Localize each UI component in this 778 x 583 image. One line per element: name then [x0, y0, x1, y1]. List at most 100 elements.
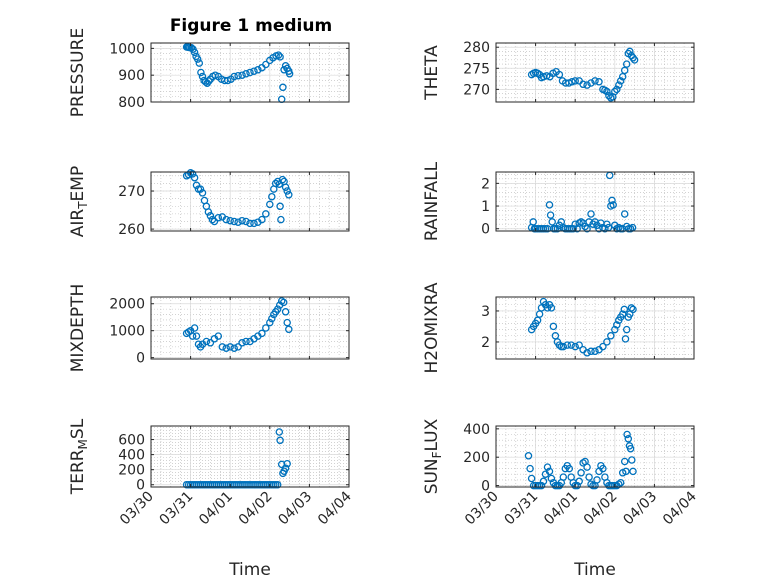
data-point — [609, 201, 617, 209]
data-point — [620, 305, 629, 314]
data-point — [546, 211, 555, 219]
data-point — [549, 322, 558, 331]
data-point — [281, 464, 290, 472]
y-axis-label: MIXDEPTH — [68, 284, 88, 373]
data-point — [262, 60, 270, 69]
y-axis-label: SUNFLUX — [422, 418, 444, 494]
data-point — [234, 218, 242, 226]
data-point — [545, 201, 554, 209]
data-point — [628, 456, 636, 464]
data-point — [567, 341, 575, 349]
data-point — [274, 51, 283, 59]
data-point — [234, 71, 242, 80]
data-point — [623, 430, 631, 439]
data-point — [190, 324, 199, 332]
data-point — [571, 77, 579, 85]
data-point — [622, 467, 630, 476]
data-point — [585, 473, 593, 481]
data-point — [547, 474, 556, 483]
data-point — [591, 77, 599, 85]
ytick-label: 1 — [481, 199, 490, 215]
y-axis-label-main: RAINFALL — [422, 161, 442, 241]
data-point — [569, 224, 577, 233]
ytick-label: 270 — [463, 82, 490, 98]
data-point — [222, 344, 230, 352]
ytick-label: 260 — [118, 222, 145, 238]
panel-air-temp: 260 270 AIRTEMP — [68, 166, 350, 238]
y-axis-label-main: AIR — [68, 209, 88, 238]
data-point — [587, 79, 595, 87]
ytick-label: 2 — [481, 335, 490, 351]
data-point — [543, 463, 552, 471]
ytick-label: 3 — [481, 304, 490, 320]
data-point — [210, 217, 219, 226]
data-point — [281, 308, 290, 316]
data-point — [615, 81, 623, 89]
y-axis-label: H2OMIXRA — [422, 282, 442, 373]
data-point — [242, 70, 250, 78]
data-point — [222, 215, 230, 224]
panel-rainfall: 0 1 2 RAINFALL — [422, 161, 695, 241]
data-point — [629, 467, 637, 476]
data-point — [621, 335, 630, 343]
data-point — [285, 325, 293, 334]
data-point — [276, 53, 284, 61]
data-point — [258, 329, 266, 338]
data-point — [271, 179, 280, 188]
data-point — [611, 325, 619, 334]
data-point — [238, 71, 246, 79]
data-point — [198, 189, 207, 197]
data-point — [268, 192, 276, 201]
ytick-label: 1000 — [109, 324, 145, 340]
data-point — [524, 452, 533, 460]
ytick-label: 0 — [481, 222, 490, 238]
data-point — [555, 341, 564, 349]
data-point — [563, 341, 572, 349]
data-point — [254, 66, 262, 74]
data-point — [527, 474, 536, 483]
panel-pressure: 800 900 1000 PRESSURE — [68, 28, 350, 117]
data-point — [246, 68, 254, 77]
data-point — [204, 208, 213, 216]
data-point — [190, 173, 199, 182]
data-point — [573, 481, 581, 490]
data-point — [192, 181, 201, 190]
data-point — [559, 473, 568, 481]
ytick-label: 0 — [136, 351, 145, 367]
ytick-label: 2000 — [109, 297, 145, 313]
data-point — [591, 347, 599, 356]
axes-box — [495, 296, 695, 360]
data-point — [276, 202, 284, 211]
y-axis-label-main: H2OMIXRA — [422, 282, 442, 373]
data-point — [285, 70, 294, 78]
data-point — [250, 219, 258, 228]
data-point — [626, 444, 635, 453]
data-point — [273, 480, 282, 489]
data-point — [234, 343, 242, 351]
axes-box — [150, 42, 350, 103]
data-point — [188, 332, 197, 340]
data-point — [618, 310, 627, 318]
data-point — [242, 217, 250, 226]
data-point — [278, 175, 287, 184]
panel-h2omixra: 2 3 H2OMIXRA — [422, 282, 695, 374]
axes-box — [495, 42, 695, 103]
data-point — [603, 87, 611, 96]
ytick-label: 2 — [481, 176, 490, 192]
data-point — [242, 337, 250, 346]
y-axis-label: RAINFALL — [422, 161, 442, 241]
data-point — [279, 298, 288, 307]
panel-theta: 270 275 280 THETA — [422, 40, 695, 103]
axes-box — [150, 425, 350, 488]
ytick-label: 0 — [481, 479, 490, 495]
data-point — [622, 325, 631, 334]
ytick-label: 200 — [463, 450, 490, 466]
data-point — [277, 215, 285, 224]
x-axis-label: Time — [228, 560, 271, 580]
data-point — [583, 224, 591, 233]
data-point — [230, 344, 238, 352]
data-point — [188, 170, 197, 178]
data-point — [559, 342, 568, 351]
axes-box — [495, 425, 695, 488]
y-axis-label-main: PRESSURE — [68, 28, 88, 117]
